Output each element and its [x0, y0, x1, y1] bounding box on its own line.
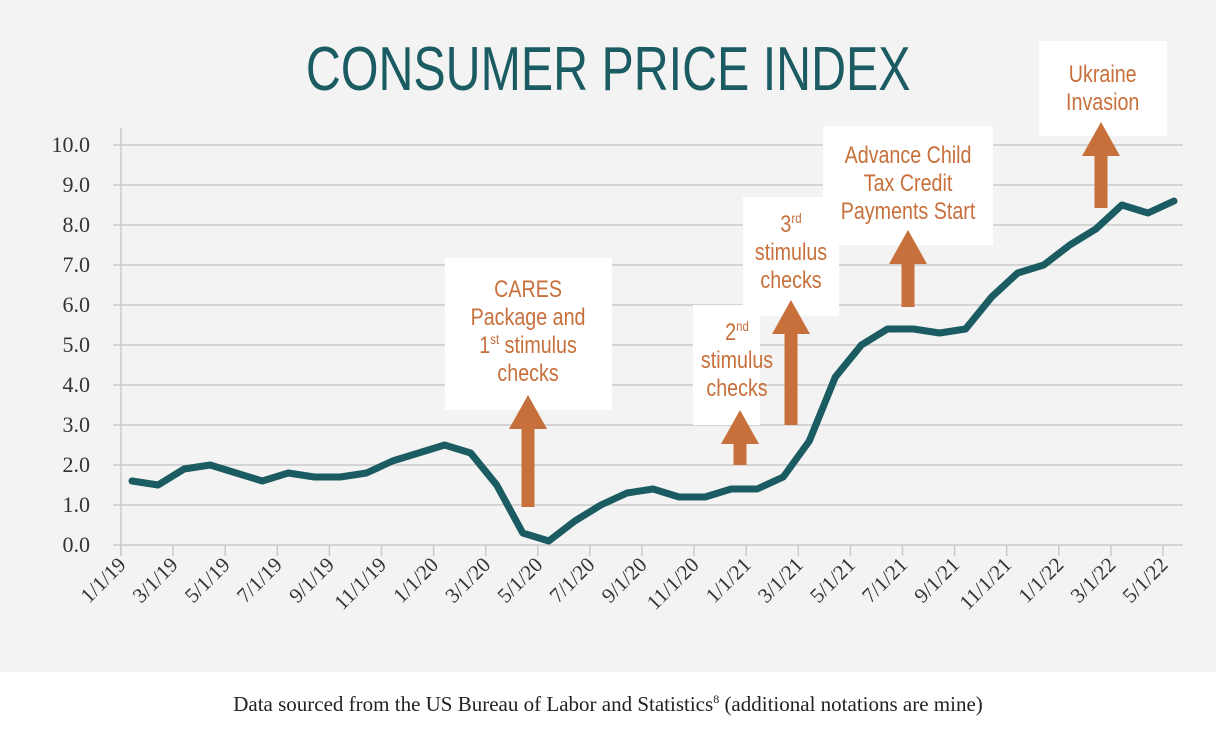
caption-footnote: 8 [713, 692, 720, 706]
annotation-cares: CARES Package and 1st stimulus checks [445, 258, 612, 410]
arrow-2nd-stimulus-icon [721, 410, 759, 465]
annotation-line: 2 [725, 319, 737, 346]
annotation-line: 3 [780, 211, 792, 238]
y-tick-label: 0.0 [63, 532, 91, 557]
annotation-line: stimulus [499, 332, 578, 359]
chart-title: CONSUMER PRICE INDEX [305, 35, 911, 104]
arrow-cares-icon [509, 395, 547, 507]
annotation-line: Payments Start [840, 198, 976, 225]
caption-rest: (additional notations are mine) [719, 692, 983, 716]
annotation-ukraine: Ukraine Invasion [1039, 41, 1167, 136]
y-tick-label: 2.0 [63, 452, 91, 477]
y-tick-label: 10.0 [52, 132, 91, 157]
annotation-line: checks [706, 375, 768, 402]
y-tick-label: 3.0 [63, 412, 91, 437]
y-tick-label: 8.0 [63, 212, 91, 237]
annotation-sup: st [490, 331, 500, 347]
annotation-sup: nd [736, 318, 749, 334]
annotation-line: checks [760, 267, 822, 294]
arrow-ukraine-icon [1082, 122, 1120, 208]
annotation-line: Advance Child [844, 142, 972, 169]
cpi-line-chart: 0.01.02.03.04.05.06.07.08.09.010.01/1/19… [52, 128, 1183, 614]
y-tick-label: 5.0 [63, 332, 91, 357]
y-tick-label: 9.0 [63, 172, 91, 197]
annotation-line: Package and [471, 304, 586, 331]
source-caption: Data sourced from the US Bureau of Labor… [0, 692, 1216, 717]
y-tick-label: 4.0 [63, 372, 91, 397]
annotation-line: 1 [479, 332, 491, 359]
arrow-child-tax-credit-icon [889, 230, 927, 307]
annotation-2nd-stimulus: 2nd stimulus checks [693, 305, 773, 425]
caption-text: Data sourced from the US Bureau of Labor… [233, 692, 714, 716]
annotation-line: Ukraine [1069, 61, 1137, 88]
y-tick-label: 7.0 [63, 252, 91, 277]
annotation-child-tax-credit: Advance Child Tax Credit Payments Start [823, 126, 993, 245]
annotation-line: stimulus [754, 239, 828, 266]
arrow-3rd-stimulus-icon [772, 300, 810, 425]
y-tick-label: 1.0 [63, 492, 91, 517]
y-tick-label: 6.0 [63, 292, 91, 317]
annotation-line: Tax Credit [863, 170, 953, 197]
annotation-sup: rd [791, 210, 802, 226]
annotation-arrows [509, 122, 1120, 507]
annotation-line: stimulus [700, 347, 774, 374]
annotation-line: CARES [494, 276, 563, 303]
annotation-line: checks [497, 360, 560, 387]
annotation-line: Invasion [1066, 89, 1140, 116]
